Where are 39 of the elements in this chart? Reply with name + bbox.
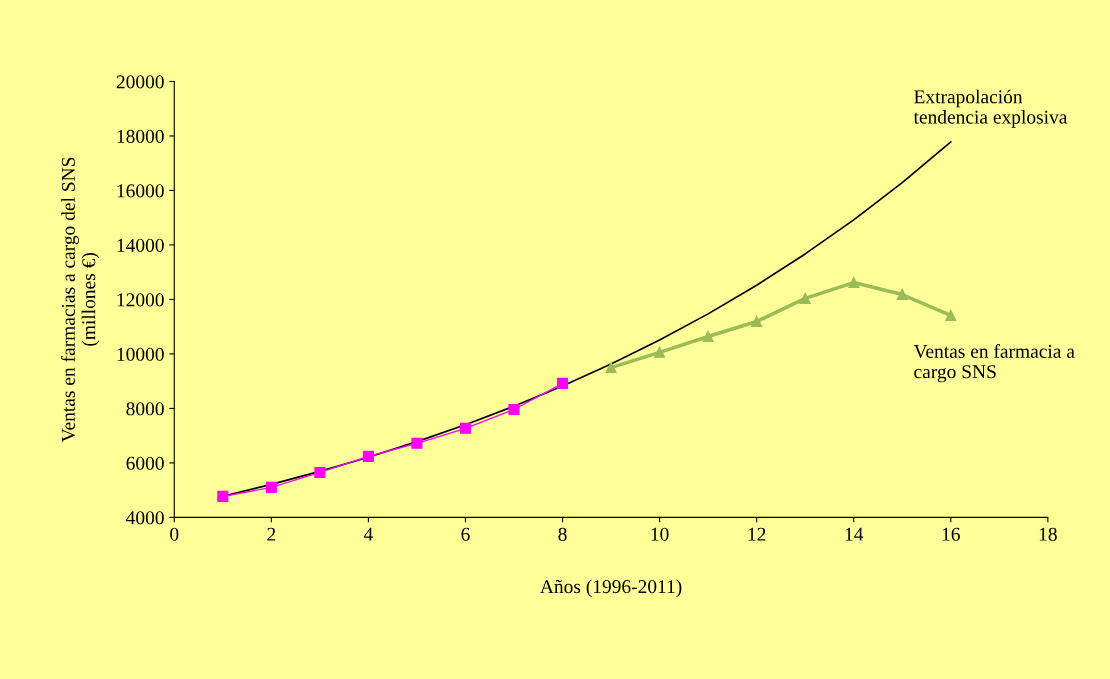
y-tick-label: 14000 (117, 238, 164, 252)
x-tick-label: 6 (461, 527, 470, 541)
x-tick-label: 0 (170, 527, 179, 541)
x-tick-label: 18 (1039, 527, 1057, 541)
point (605, 361, 617, 374)
y-tick-label: 20000 (116, 75, 164, 89)
point (314, 466, 326, 479)
point (702, 330, 714, 343)
point (945, 309, 957, 322)
annotation: Ventas en farmacia a cargo SNS (913, 344, 1075, 383)
x-tick-label: 4 (363, 527, 373, 541)
point (508, 403, 520, 416)
point (896, 288, 908, 301)
x-tick-label: 12 (748, 527, 766, 541)
annotation: Extrapolación tendencia explosiva (913, 89, 1068, 128)
point (848, 276, 860, 289)
y-tick-label: 18000 (117, 129, 164, 143)
y-tick-label: 10000 (117, 347, 164, 361)
x-tick-label: 2 (267, 527, 276, 541)
y-tick-label: 6000 (126, 456, 164, 470)
y-tick-label: 8000 (126, 402, 164, 416)
x-tick-label: 16 (942, 527, 960, 541)
y-tick-label: 16000 (117, 184, 164, 198)
point (556, 377, 569, 389)
y-tick-label: 4000 (126, 511, 164, 525)
point (459, 422, 472, 434)
point (217, 490, 229, 502)
x-tick-label: 10 (651, 527, 669, 541)
y-tick-label: 12000 (117, 293, 164, 307)
point (362, 450, 374, 462)
x-axis-title: Años (1996-2011) (540, 579, 682, 598)
point (411, 437, 423, 449)
point (654, 346, 666, 358)
point (799, 292, 811, 304)
x-tick-label: 14 (845, 527, 864, 541)
x-tick-label: 8 (558, 527, 567, 541)
point (751, 315, 763, 328)
point (265, 481, 277, 493)
y-axis-title: Ventas en farmacias a cargo del SNS (millones €) (61, 157, 100, 443)
